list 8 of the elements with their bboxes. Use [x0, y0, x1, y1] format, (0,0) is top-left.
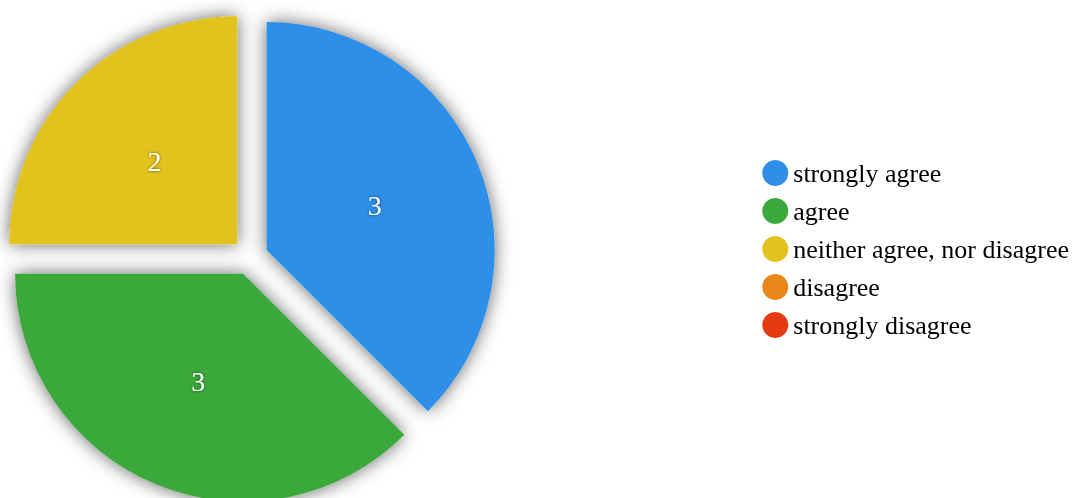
legend-label: agree: [793, 196, 850, 226]
legend-label: disagree: [793, 272, 880, 302]
data-label: 2: [147, 146, 162, 178]
legend-label: strongly agree: [793, 158, 942, 188]
legend-label: strongly disagree: [793, 310, 972, 340]
data-label: 3: [191, 366, 206, 398]
legend-label: neither agree, nor disagree: [793, 234, 1070, 264]
data-label: 3: [367, 189, 382, 221]
